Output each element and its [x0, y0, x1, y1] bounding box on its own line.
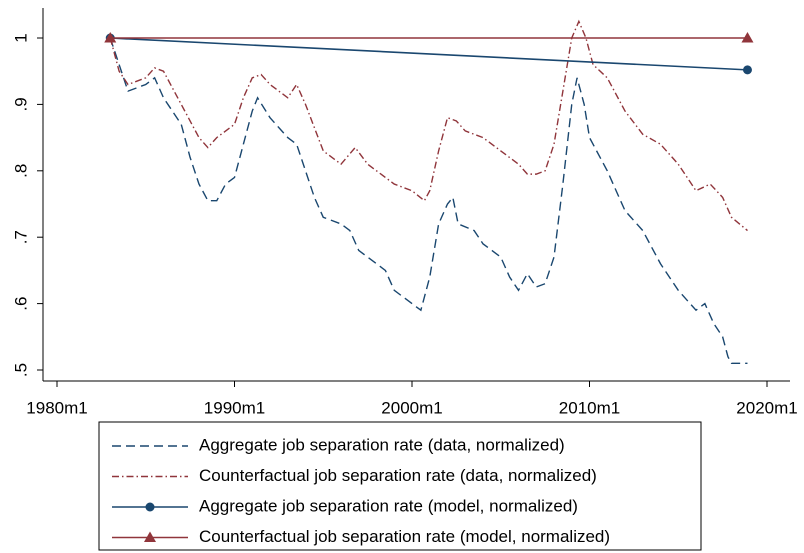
x-tick-label: 2010m1 [559, 398, 620, 417]
y-tick-label: .7 [11, 230, 30, 244]
legend-marker [145, 502, 155, 512]
y-tick-label: .6 [11, 297, 30, 311]
y-tick-label: .5 [11, 363, 30, 377]
y-tick-label: .8 [11, 164, 30, 178]
point [742, 65, 752, 75]
point [741, 32, 754, 43]
x-tick-label: 2020m1 [736, 398, 797, 417]
legend-label: Counterfactual job separation rate (data… [199, 466, 597, 485]
legend-box [98, 421, 702, 551]
point [104, 32, 117, 43]
legend-label: Aggregate job separation rate (model, no… [199, 496, 578, 515]
series-line [109, 37, 748, 365]
x-tick-label: 2000m1 [381, 398, 442, 417]
legend-label: Counterfactual job separation rate (mode… [199, 527, 610, 546]
legend-marker [144, 531, 156, 542]
x-tick-label: 1980m1 [26, 398, 87, 417]
y-tick-label: .9 [11, 97, 30, 111]
y-tick-label: 1 [11, 33, 30, 42]
x-tick-label: 1990m1 [204, 398, 265, 417]
series-line [109, 19, 748, 232]
legend-label: Aggregate job separation rate (data, nor… [199, 435, 565, 454]
series-line [110, 37, 748, 71]
